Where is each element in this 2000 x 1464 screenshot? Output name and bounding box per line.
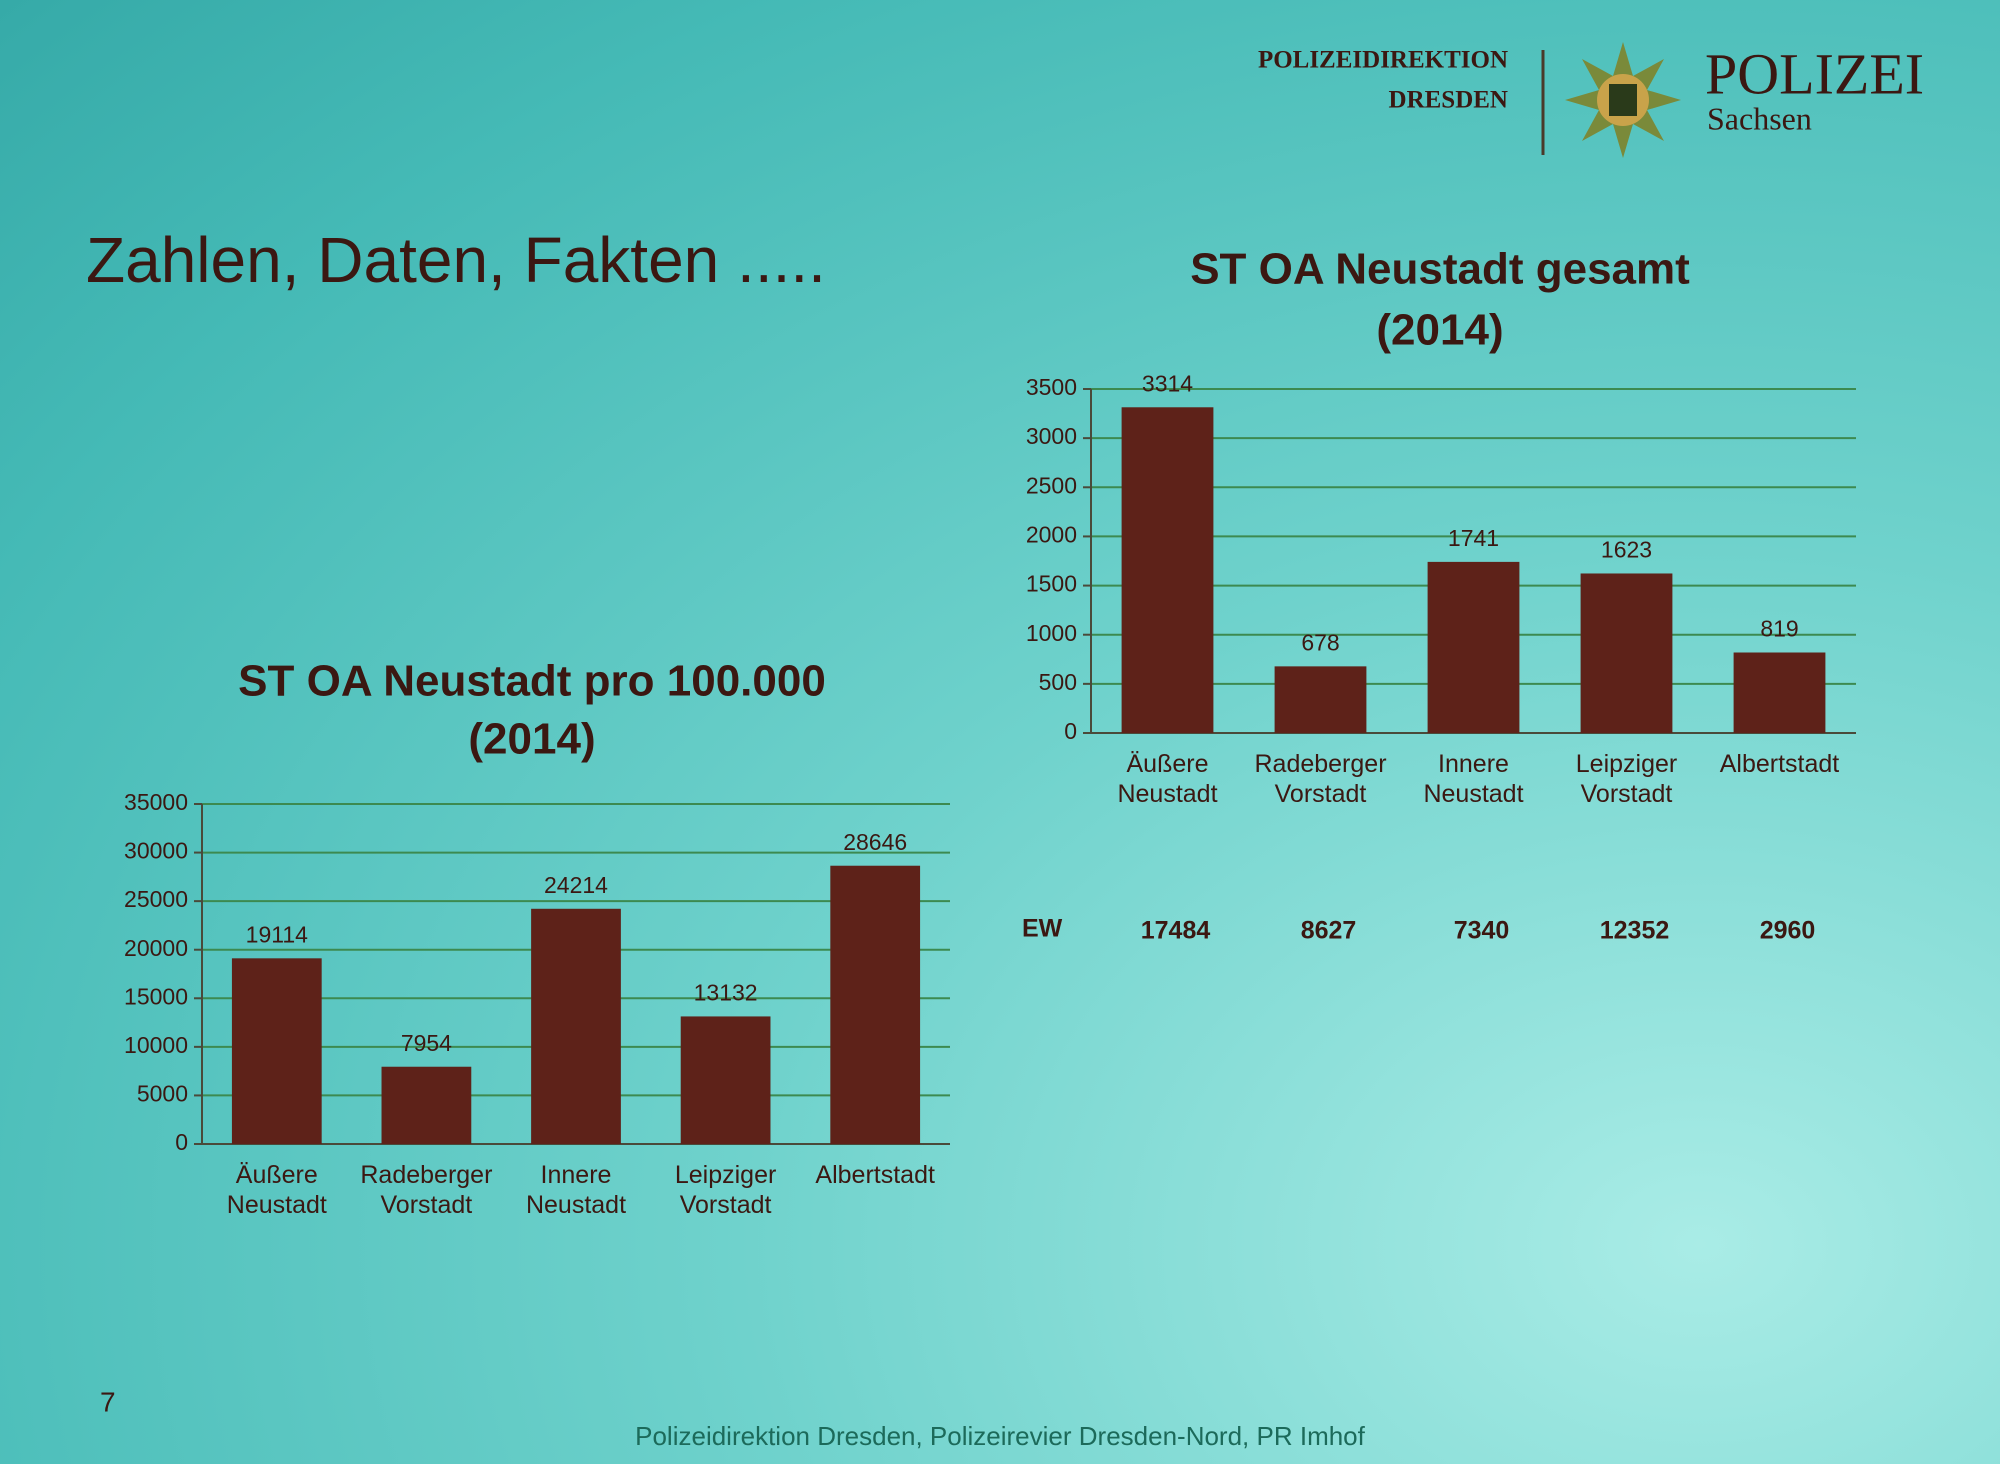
y-tick-label: 3000 [1026, 423, 1077, 449]
org-line2: DRESDEN [1389, 87, 1508, 114]
y-tick-label: 25000 [124, 886, 188, 912]
data-label: 1741 [1448, 525, 1499, 551]
ew-label: EW [1022, 915, 1063, 943]
y-tick-label: 3500 [1026, 374, 1077, 400]
x-tick-label: Innere Neustadt [525, 1161, 627, 1219]
bar [830, 865, 921, 1144]
x-tick-label: Radeberger Vorstadt [1254, 750, 1387, 808]
y-tick-label: 5000 [137, 1081, 188, 1107]
slide-title: Zahlen, Daten, Fakten ..... [86, 224, 826, 296]
data-label: 13132 [694, 980, 758, 1006]
data-label: 1623 [1601, 537, 1652, 563]
bar [1274, 666, 1367, 733]
ew-value: 7340 [1454, 917, 1510, 945]
y-tick-label: 20000 [124, 935, 188, 961]
x-tick-label: Radeberger Vorstadt [360, 1161, 493, 1219]
brand: POLIZEI [1705, 41, 1924, 106]
x-tick-label: Leipziger Vorstadt [674, 1161, 777, 1219]
bar [1427, 561, 1520, 733]
footer: Polizeidirektion Dresden, Polizeirevier … [635, 1421, 1366, 1451]
data-label: 678 [1301, 629, 1339, 655]
y-tick-label: 2500 [1026, 472, 1077, 498]
chart-subtitle: (2014) [468, 715, 595, 764]
bar [381, 1066, 472, 1144]
police-star [1565, 42, 1681, 158]
chart-title: ST OA Neustadt pro 100.000 [238, 657, 826, 706]
y-tick-label: 2000 [1026, 522, 1077, 548]
bar [1121, 407, 1214, 733]
y-tick-label: 35000 [124, 789, 188, 815]
org-line1: POLIZEIDIREKTION [1258, 47, 1508, 74]
y-tick-label: 15000 [124, 983, 188, 1009]
y-tick-label: 500 [1039, 669, 1077, 695]
ew-value: 12352 [1600, 917, 1670, 945]
ew-value: 17484 [1141, 917, 1211, 945]
y-tick-label: 30000 [124, 838, 188, 864]
bar [1580, 573, 1673, 733]
y-tick-label: 1000 [1026, 620, 1077, 646]
y-tick-label: 1500 [1026, 571, 1077, 597]
brand-sub: Sachsen [1707, 100, 1812, 136]
x-tick-label: Äußere Neustadt [1117, 750, 1218, 808]
data-label: 24214 [544, 872, 608, 898]
ew-value: 2960 [1760, 917, 1816, 945]
bar [231, 958, 322, 1144]
page-number: 7 [100, 1386, 116, 1417]
bar [531, 908, 621, 1144]
data-label: 28646 [843, 829, 907, 855]
bar [1733, 652, 1826, 733]
data-label: 7954 [401, 1030, 452, 1056]
x-tick-label: Innere Neustadt [1423, 750, 1524, 808]
x-tick-label: Äußere Neustadt [226, 1161, 327, 1219]
chart-subtitle: (2014) [1376, 306, 1503, 355]
x-tick-label: Albertstadt [1719, 750, 1840, 778]
bar [680, 1016, 771, 1144]
x-tick-label: Leipziger Vorstadt [1575, 750, 1678, 808]
y-tick-label: 0 [175, 1129, 188, 1155]
chart-title: ST OA Neustadt gesamt [1190, 245, 1690, 294]
data-label: 819 [1760, 616, 1798, 642]
data-label: 19114 [246, 921, 308, 947]
data-label: 3314 [1142, 370, 1193, 396]
x-tick-label: Albertstadt [815, 1161, 935, 1189]
y-tick-label: 0 [1064, 718, 1077, 744]
y-tick-label: 10000 [124, 1032, 188, 1058]
ew-value: 8627 [1301, 917, 1357, 945]
